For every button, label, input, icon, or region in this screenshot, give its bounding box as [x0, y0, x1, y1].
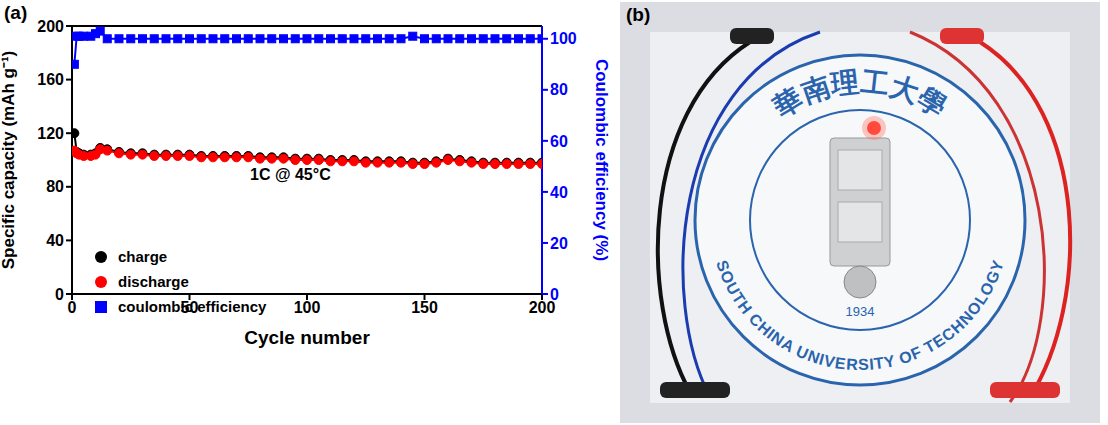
svg-text:160: 160 — [37, 71, 64, 88]
svg-text:華南理工大學: 華南理工大學 — [767, 65, 952, 124]
svg-text:0: 0 — [68, 299, 77, 316]
svg-text:SOUTH CHINA UNIVERSITY OF TECH: SOUTH CHINA UNIVERSITY OF TECHNOLOGY — [713, 258, 1007, 373]
svg-text:120: 120 — [37, 125, 64, 142]
svg-text:Coulombic efficiency (%): Coulombic efficiency (%) — [592, 59, 611, 261]
svg-text:100: 100 — [294, 299, 321, 316]
svg-text:0: 0 — [55, 286, 64, 303]
svg-text:0: 0 — [550, 286, 559, 303]
svg-text:40: 40 — [46, 232, 64, 249]
svg-text:100: 100 — [550, 30, 577, 47]
svg-text:200: 200 — [37, 18, 64, 35]
svg-text:1934: 1934 — [846, 304, 875, 319]
svg-text:Specific capacity (mAh g⁻¹): Specific capacity (mAh g⁻¹) — [0, 51, 18, 270]
svg-text:50: 50 — [181, 299, 199, 316]
svg-text:Cycle number: Cycle number — [244, 327, 370, 348]
svg-text:80: 80 — [550, 81, 568, 98]
svg-text:20: 20 — [550, 235, 568, 252]
svg-text:40: 40 — [550, 184, 568, 201]
svg-text:150: 150 — [411, 299, 438, 316]
svg-text:60: 60 — [550, 133, 568, 150]
svg-text:80: 80 — [46, 178, 64, 195]
